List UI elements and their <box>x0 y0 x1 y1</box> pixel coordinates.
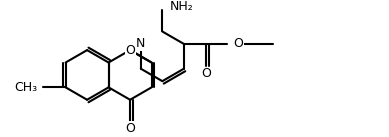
Text: O: O <box>201 67 211 80</box>
Text: O: O <box>233 37 243 50</box>
Text: N: N <box>136 37 145 50</box>
Text: CH₃: CH₃ <box>14 81 37 94</box>
Text: NH₂: NH₂ <box>170 0 194 13</box>
Text: O: O <box>125 44 135 57</box>
Text: O: O <box>125 122 135 135</box>
